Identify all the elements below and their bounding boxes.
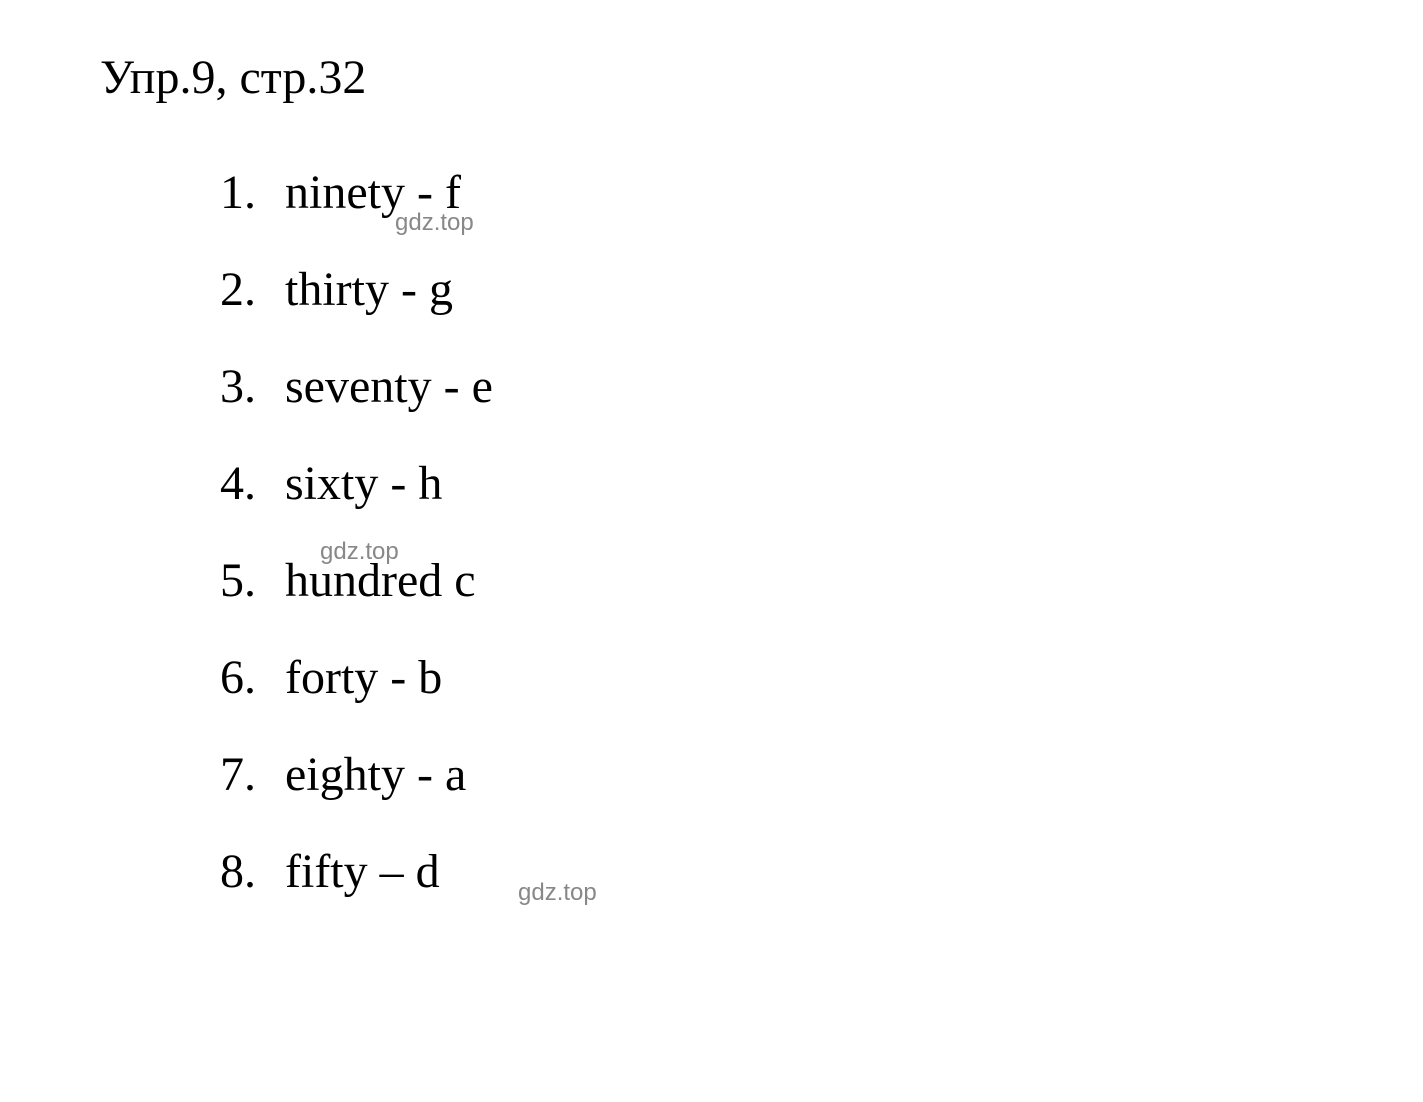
item-number: 6.: [220, 650, 280, 705]
item-text: seventy - e: [285, 359, 493, 414]
watermark: gdz.top: [395, 209, 474, 237]
exercise-list: 1. ninety - f 2. thirty - g 3. seventy -…: [100, 165, 1323, 899]
list-item: 2. thirty - g: [220, 262, 1323, 317]
item-number: 5.: [220, 553, 280, 608]
list-item: 6. forty - b: [220, 650, 1323, 705]
list-item: 7. eighty - a: [220, 747, 1323, 802]
list-item: 1. ninety - f: [220, 165, 1323, 220]
item-number: 1.: [220, 165, 280, 220]
item-number: 7.: [220, 747, 280, 802]
item-number: 8.: [220, 844, 280, 899]
item-text: eighty - a: [285, 747, 466, 802]
list-item: 4. sixty - h: [220, 456, 1323, 511]
item-number: 3.: [220, 359, 280, 414]
watermark: gdz.top: [320, 538, 399, 566]
item-text: forty - b: [285, 650, 442, 705]
page-title: Упр.9, стр.32: [100, 50, 1323, 105]
list-item: 3. seventy - e: [220, 359, 1323, 414]
item-number: 4.: [220, 456, 280, 511]
item-text: sixty - h: [285, 456, 442, 511]
item-number: 2.: [220, 262, 280, 317]
content-wrapper: Упр.9, стр.32 gdz.top gdz.top gdz.top 1.…: [100, 50, 1323, 899]
watermark: gdz.top: [518, 879, 597, 907]
list-item: 8. fifty – d: [220, 844, 1323, 899]
item-text: thirty - g: [285, 262, 453, 317]
item-text: fifty – d: [285, 844, 440, 899]
